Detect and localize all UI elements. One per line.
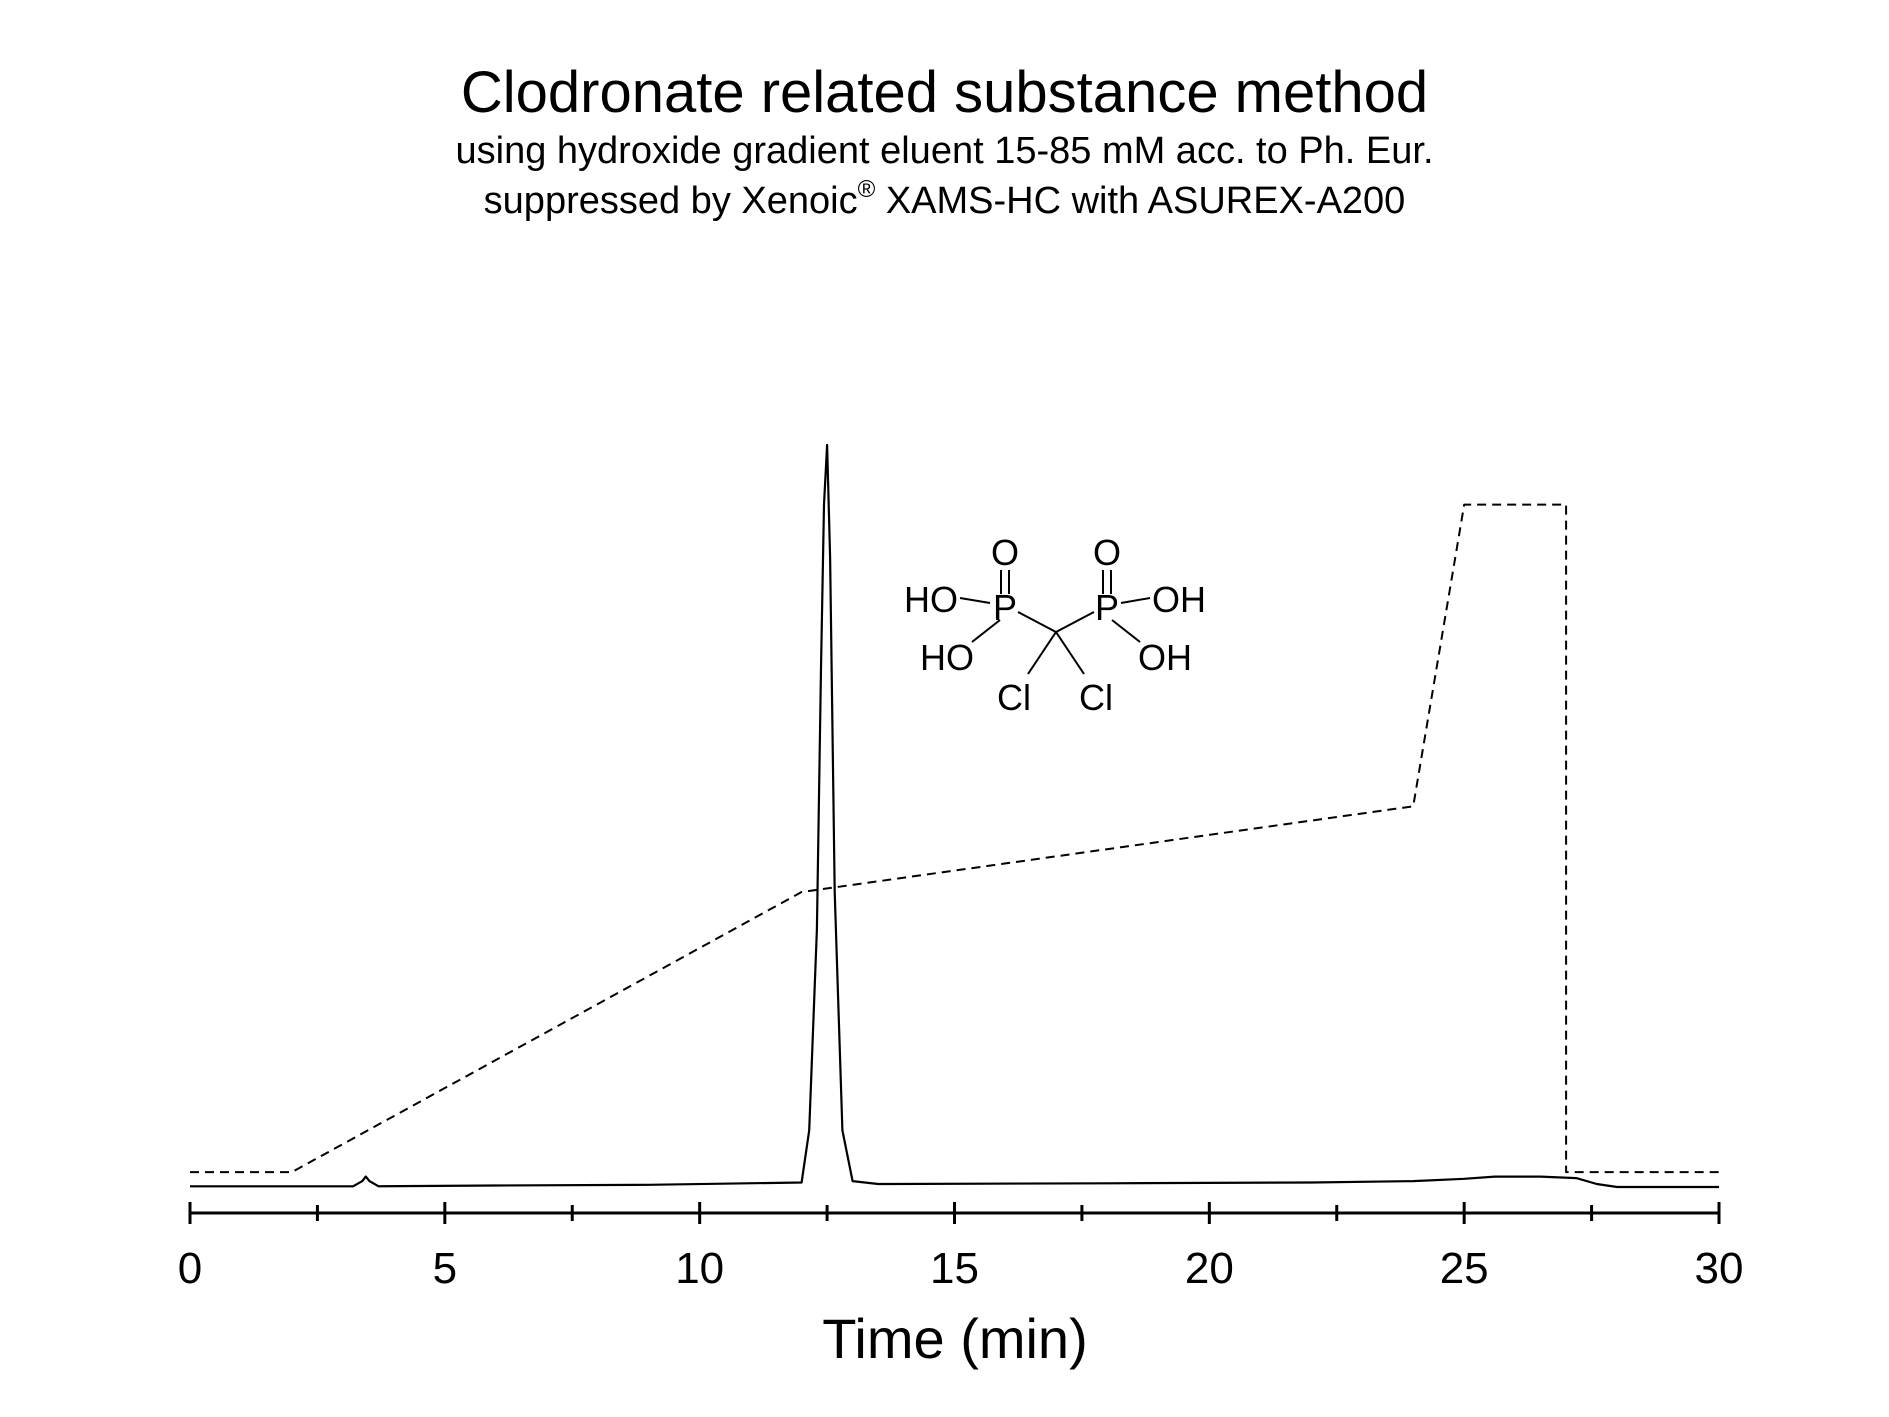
x-tick-label: 30: [1695, 1244, 1744, 1293]
structure-labels: O O HO P P OH HO OH Cl Cl: [904, 532, 1206, 718]
bond-c-cl2: [1055, 631, 1085, 675]
atom-oh1: OH: [1152, 579, 1206, 620]
atom-p2: P: [1095, 587, 1119, 628]
chromatogram-trace-line: [190, 443, 1719, 1189]
bond-ho1-p1: [959, 597, 991, 604]
gradient-profile-line: [190, 503, 1719, 1174]
registered-mark: ®: [857, 176, 876, 203]
bond-p2-oh1: [1120, 597, 1151, 604]
bond-c-p2: [1055, 611, 1095, 633]
x-axis-tick-labels: 0 5 10 15 20 25 30: [178, 1244, 1744, 1293]
atom-p1: P: [993, 587, 1017, 628]
chart-subtitle-line2: suppressed by Xenoic® XAMS-HC with ASURE…: [0, 177, 1889, 225]
atom-oh2: OH: [1138, 637, 1192, 678]
atom-cl1: Cl: [997, 677, 1031, 718]
x-tick-label: 0: [178, 1244, 202, 1293]
bond-p1-c: [1017, 611, 1057, 633]
chart-subtitle-line1: using hydroxide gradient eluent 15-85 mM…: [455, 130, 1434, 172]
x-tick-label: 10: [675, 1244, 724, 1293]
x-axis-ticks: [188, 1202, 1721, 1224]
chart-title: Clodronate related substance method: [460, 60, 1429, 125]
clodronate-structure: [959, 570, 1151, 675]
bond-c-cl1: [1027, 631, 1057, 675]
atom-o2: O: [1093, 532, 1121, 573]
atom-ho2: HO: [920, 637, 974, 678]
atom-cl2: Cl: [1079, 677, 1113, 718]
x-tick-label: 15: [930, 1244, 979, 1293]
x-axis-title: Time (min): [822, 1307, 1087, 1370]
subtitle-line2-after: XAMS-HC with ASUREX-A200: [875, 180, 1406, 222]
bond-p2-oh2: [1111, 619, 1141, 643]
x-tick-label: 5: [433, 1244, 457, 1293]
x-tick-label: 25: [1440, 1244, 1489, 1293]
atom-o1: O: [991, 532, 1019, 573]
series-layer: [190, 443, 1719, 1189]
atom-ho1: HO: [904, 579, 958, 620]
x-tick-label: 20: [1185, 1244, 1234, 1293]
bond-p1-ho2: [971, 619, 1001, 643]
subtitle-line2-before: suppressed by Xenoic: [483, 180, 858, 222]
